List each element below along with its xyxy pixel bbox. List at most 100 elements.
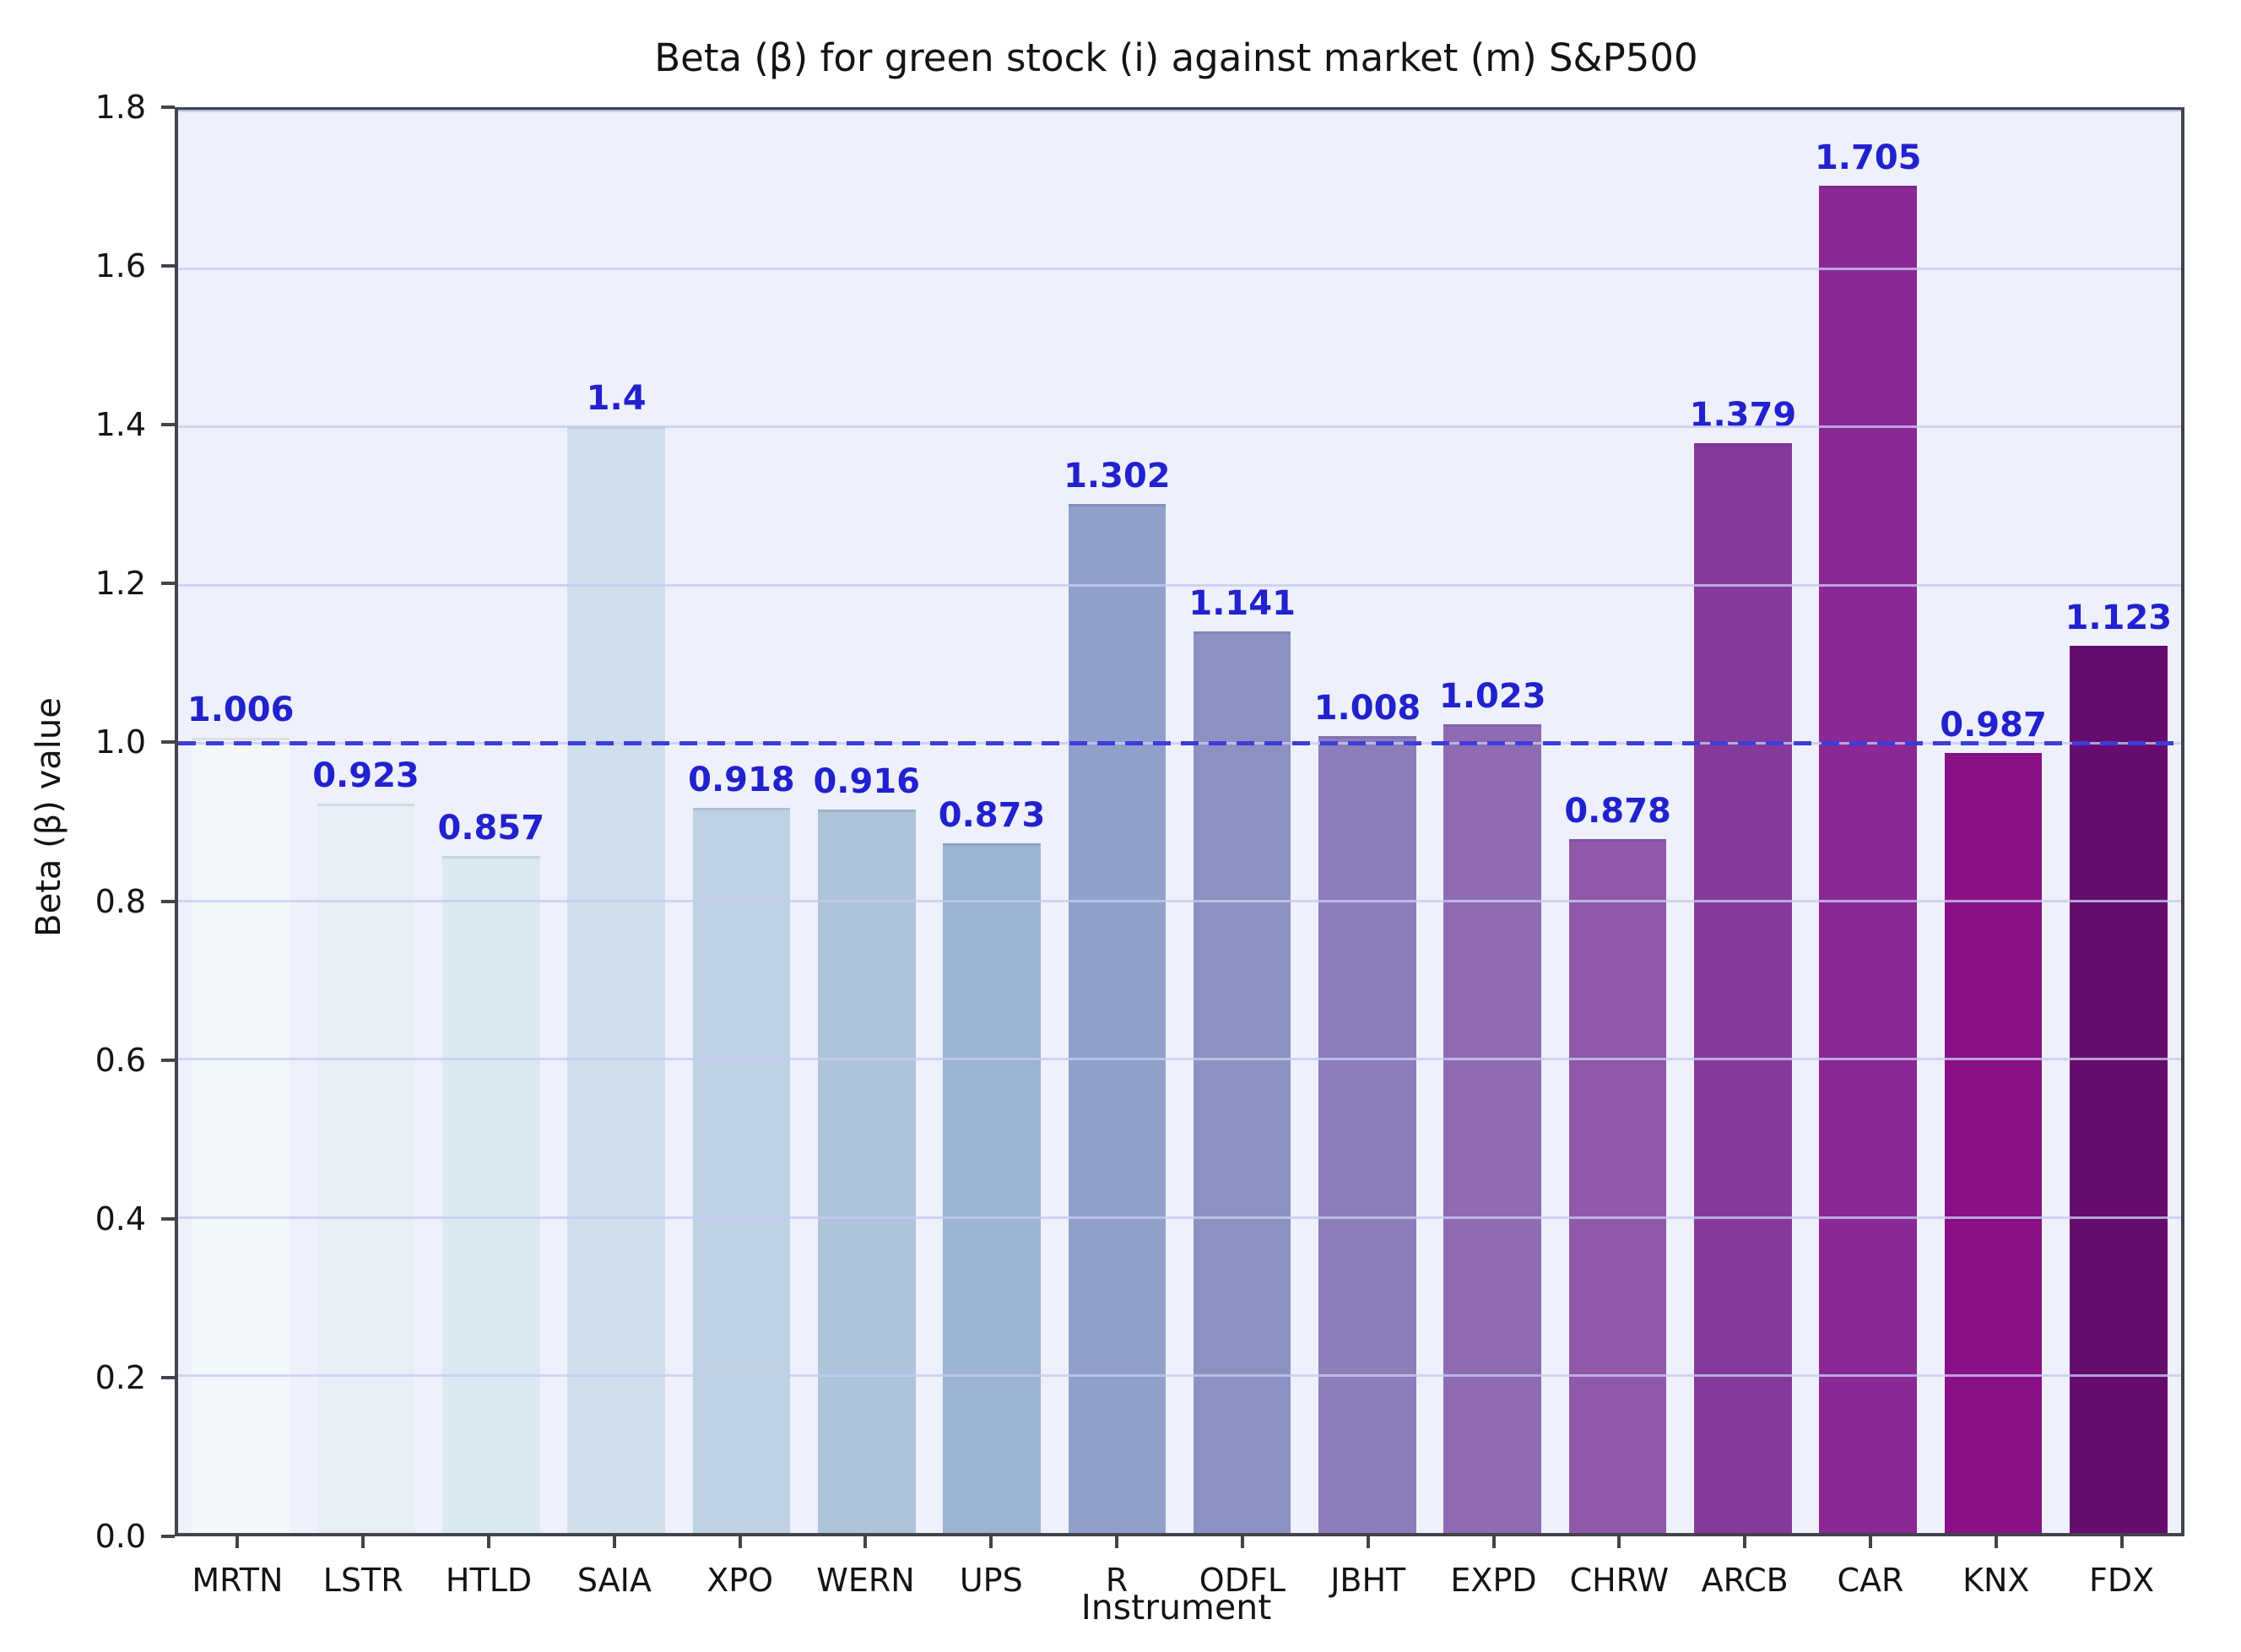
bar-SAIA — [567, 426, 665, 1533]
x-tick-label-CHRW: CHRW — [1569, 1562, 1670, 1599]
y-tick-mark-0.6 — [161, 1058, 175, 1062]
chart-title: Beta (β) for green stock (i) against mar… — [654, 35, 1698, 80]
bar-slot-MRTN: 1.006 — [178, 111, 303, 1533]
x-tick-label-ODFL: ODFL — [1199, 1562, 1286, 1599]
value-label-UPS: 0.873 — [938, 795, 1046, 835]
x-tick-mark — [1240, 1533, 1244, 1548]
x-tick-label-XPO: XPO — [706, 1562, 774, 1599]
x-tick-mark — [612, 1533, 616, 1548]
bar-FDX — [2070, 645, 2168, 1533]
x-tick-mark-slot — [803, 1533, 928, 1548]
x-tick-label-HTLD: HTLD — [445, 1562, 533, 1599]
bar-slot-WERN: 0.916 — [804, 111, 929, 1533]
y-tick-label-0.6: 0.6 — [95, 1041, 146, 1079]
x-tick-mark-slot — [1180, 1533, 1306, 1548]
x-tick-mark — [738, 1533, 742, 1548]
value-label-HTLD: 0.857 — [437, 808, 545, 848]
y-tick-label-0.0: 0.0 — [95, 1518, 146, 1555]
bar-slot-UPS: 0.873 — [929, 111, 1054, 1533]
bar-slot-HTLD: 0.857 — [429, 111, 554, 1533]
x-tick-label-UPS: UPS — [959, 1562, 1023, 1599]
bar-slot-KNX: 0.987 — [1930, 111, 2055, 1533]
value-label-XPO: 0.918 — [688, 760, 795, 799]
x-tick-mark-slot — [300, 1533, 426, 1548]
bar-slot-XPO: 0.918 — [679, 111, 804, 1533]
bar-ARCB — [1694, 443, 1792, 1533]
x-tick-mark-slot — [1933, 1533, 2059, 1548]
x-tick-mark-slot — [551, 1533, 677, 1548]
y-tick-label-1.0: 1.0 — [95, 723, 146, 761]
x-tick-mark-slot — [1054, 1533, 1180, 1548]
y-axis: 0.0 0.2 0.4 0.6 0.8 1.0 1.2 1.4 1.6 1.8 — [0, 89, 175, 1555]
x-axis: MRTN LSTR HTLD SAIA XPO WERN UPS R ODFL JBHT EXPD C… — [175, 1533, 2184, 1634]
x-tick-mark — [235, 1533, 240, 1548]
y-tick-mark-0.0 — [161, 1535, 175, 1538]
bar-slot-SAIA: 1.4 — [554, 111, 679, 1533]
x-tick-label-JBHT: JBHT — [1330, 1562, 1406, 1599]
x-tick-label-R: R — [1105, 1562, 1129, 1599]
x-tick-mark — [1617, 1533, 1621, 1548]
bar-slot-LSTR: 0.923 — [303, 111, 428, 1533]
value-label-EXPD: 1.023 — [1439, 677, 1546, 717]
x-tick-mark-slot — [1431, 1533, 1556, 1548]
bar-slot-FDX: 1.123 — [2056, 111, 2181, 1533]
x-tick-label-KNX: KNX — [1962, 1562, 2030, 1599]
x-tick-mark-slot — [2059, 1533, 2184, 1548]
x-tick-mark-slot — [928, 1533, 1054, 1548]
bars-layer: 1.006 0.923 0.857 1.4 0.918 0.916 0.873 1.302 1.… — [178, 111, 2181, 1533]
bar-WERN — [817, 809, 916, 1533]
x-tick-mark — [1743, 1533, 1747, 1548]
x-tick-mark-slot — [677, 1533, 803, 1548]
y-tick-label-0.4: 0.4 — [95, 1200, 146, 1238]
x-tick-mark-slot — [175, 1533, 300, 1548]
value-label-CAR: 1.705 — [1814, 138, 1922, 177]
x-tick-label-MRTN: MRTN — [192, 1562, 284, 1599]
x-tick-mark — [487, 1533, 491, 1548]
x-tick-mark — [863, 1533, 868, 1548]
x-tick-mark-slot — [1556, 1533, 1682, 1548]
y-tick-mark-0.2 — [161, 1375, 175, 1379]
x-tick-mark — [2119, 1533, 2124, 1548]
y-tick-label-1.6: 1.6 — [95, 247, 146, 285]
value-label-ODFL: 1.141 — [1188, 583, 1296, 623]
value-label-MRTN: 1.006 — [187, 691, 295, 730]
x-tick-mark-slot — [1682, 1533, 1808, 1548]
x-tick-label-WERN: WERN — [816, 1562, 915, 1599]
value-label-SAIA: 1.4 — [586, 379, 647, 419]
x-tick-label-LSTR: LSTR — [322, 1562, 403, 1599]
value-label-CHRW: 0.878 — [1564, 792, 1671, 831]
value-label-KNX: 0.987 — [1940, 706, 2047, 745]
bar-slot-CAR: 1.705 — [1805, 111, 1930, 1533]
x-axis-label: Instrument — [1080, 1587, 1272, 1628]
x-tick-mark — [361, 1533, 365, 1548]
x-tick-mark — [1994, 1533, 1998, 1548]
x-tick-label-EXPD: EXPD — [1450, 1562, 1537, 1599]
y-tick-label-0.2: 0.2 — [95, 1358, 146, 1396]
x-tick-label-ARCB: ARCB — [1701, 1562, 1789, 1599]
bar-slot-CHRW: 0.878 — [1555, 111, 1680, 1533]
x-tick-mark — [1366, 1533, 1370, 1548]
y-tick-mark-1.6 — [161, 264, 175, 268]
x-tick-mark — [1868, 1533, 1872, 1548]
bar-MRTN — [192, 738, 290, 1533]
bar-slot-ARCB: 1.379 — [1681, 111, 1805, 1533]
y-tick-mark-1.0 — [161, 740, 175, 745]
x-tick-mark — [1491, 1533, 1496, 1548]
bar-HTLD — [441, 855, 540, 1533]
bar-JBHT — [1318, 736, 1416, 1533]
x-tick-label-FDX: FDX — [2089, 1562, 2155, 1599]
bar-XPO — [692, 807, 791, 1533]
y-tick-mark-0.8 — [161, 899, 175, 903]
value-label-LSTR: 0.923 — [312, 756, 420, 795]
value-label-FDX: 1.123 — [2065, 598, 2173, 637]
bar-LSTR — [317, 803, 415, 1533]
x-tick-mark-slot — [426, 1533, 552, 1548]
y-tick-mark-0.4 — [161, 1216, 175, 1221]
y-tick-label-1.8: 1.8 — [95, 89, 146, 126]
value-label-R: 1.302 — [1064, 457, 1171, 496]
y-tick-label-0.8: 0.8 — [95, 882, 146, 920]
x-tick-label-SAIA: SAIA — [576, 1562, 652, 1599]
x-tick-mark — [1115, 1533, 1119, 1548]
bar-UPS — [943, 842, 1041, 1533]
